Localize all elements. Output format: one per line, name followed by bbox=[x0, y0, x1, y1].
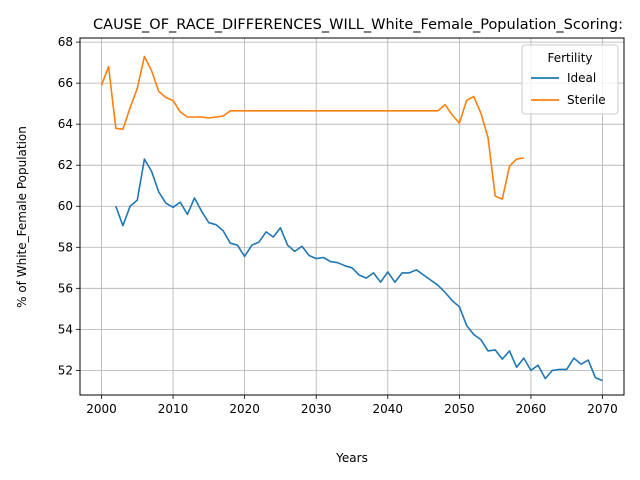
legend-title: Fertility bbox=[547, 51, 592, 65]
legend: Fertility Ideal Sterile bbox=[522, 45, 618, 114]
x-tick-label: 2000 bbox=[86, 402, 117, 416]
x-tick-label: 2070 bbox=[587, 402, 618, 416]
x-tick-label: 2060 bbox=[516, 402, 547, 416]
x-tick-label: 2020 bbox=[229, 402, 260, 416]
series-line-ideal bbox=[116, 159, 603, 381]
x-tick-label: 2050 bbox=[444, 402, 475, 416]
y-tick-label: 58 bbox=[58, 240, 73, 254]
y-tick-label: 62 bbox=[58, 158, 73, 172]
y-tick-label: 60 bbox=[58, 199, 73, 213]
y-axis-label: % of White_Female Population bbox=[15, 126, 29, 308]
series-line-sterile bbox=[102, 57, 524, 200]
y-tick-label: 52 bbox=[58, 363, 73, 377]
legend-label-sterile: Sterile bbox=[567, 93, 606, 107]
y-tick-label: 66 bbox=[58, 76, 73, 90]
y-tick-label: 54 bbox=[58, 322, 73, 336]
x-axis-label: Years bbox=[335, 451, 368, 465]
y-tick-label: 64 bbox=[58, 117, 73, 131]
y-tick-label: 68 bbox=[58, 35, 73, 49]
chart-title: CAUSE_OF_RACE_DIFFERENCES_WILL_White_Fem… bbox=[93, 17, 623, 33]
x-tick-label: 2010 bbox=[158, 402, 189, 416]
x-tick-label: 2030 bbox=[301, 402, 332, 416]
y-axis: 52 54 56 58 60 62 64 66 68 bbox=[58, 35, 80, 377]
x-tick-label: 2040 bbox=[373, 402, 404, 416]
y-tick-label: 56 bbox=[58, 281, 73, 295]
x-axis: 2000 2010 2020 2030 2040 2050 2060 2070 bbox=[86, 395, 618, 416]
legend-label-ideal: Ideal bbox=[567, 71, 596, 85]
